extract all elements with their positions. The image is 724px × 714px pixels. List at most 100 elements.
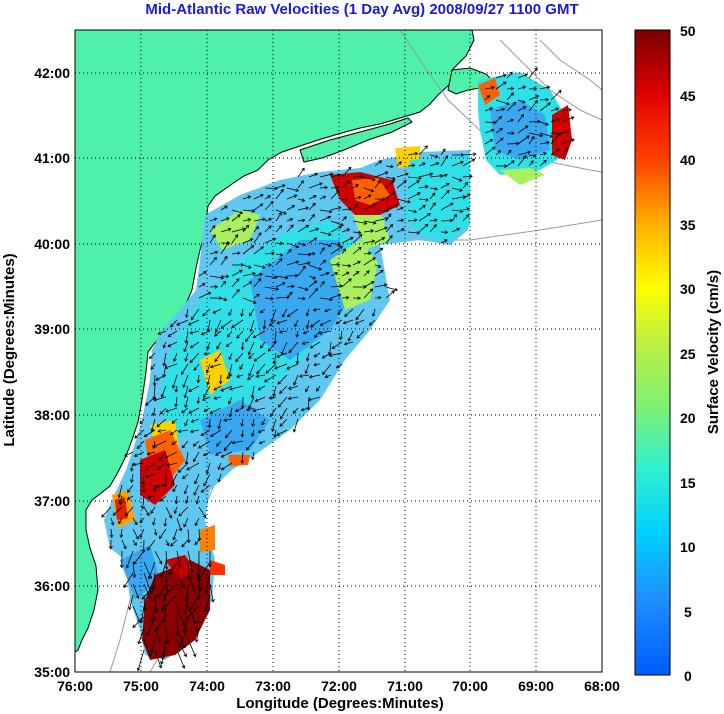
velocity-arrow-head [236, 335, 240, 339]
velocity-arrow [165, 627, 169, 644]
velocity-arrow [154, 594, 157, 613]
velocity-arrow [275, 296, 290, 299]
velocity-arrow-head [257, 278, 262, 282]
velocity-arrow [246, 440, 255, 451]
velocity-arrow [253, 407, 266, 412]
velocity-arrow [319, 297, 333, 300]
velocity-arrow [495, 150, 501, 156]
velocity-arrow-head [331, 345, 336, 350]
velocity-arrow-head [258, 440, 263, 445]
velocity-arrow [198, 271, 207, 277]
velocity-arrow-head [174, 389, 179, 393]
velocity-arrow-head [220, 325, 225, 329]
velocity-arrow-head [240, 313, 244, 318]
velocity-arrow-head [190, 419, 195, 423]
velocity-arrow [220, 297, 227, 301]
velocity-arrow [152, 572, 156, 591]
velocity-arrow [348, 330, 354, 342]
velocity-arrow-head [155, 377, 160, 381]
velocity-arrow [183, 341, 189, 352]
velocity-arrow-head [275, 287, 280, 291]
velocity-arrow-head [216, 443, 220, 447]
velocity-arrow-head [405, 172, 409, 177]
velocity-arrow-head [213, 387, 217, 391]
velocity-arrow [209, 257, 217, 266]
velocity-arrow [299, 374, 310, 377]
velocity-arrow-head [196, 379, 201, 384]
velocity-arrow [132, 517, 138, 525]
velocity-arrow-head [163, 523, 168, 527]
velocity-arrow [539, 99, 549, 101]
velocity-arrow [203, 352, 211, 355]
velocity-arrow [174, 506, 178, 514]
velocity-arrow [157, 462, 167, 470]
velocity-arrow-head [172, 488, 176, 493]
velocity-arrow-head [335, 320, 340, 325]
velocity-arrow [158, 330, 167, 335]
velocity-arrow-head [156, 423, 161, 428]
velocity-arrow-head [510, 92, 514, 96]
velocity-arrow [281, 308, 288, 318]
velocity-arrow-head [278, 225, 283, 229]
velocity-arrow [140, 605, 145, 623]
velocity-arrow-head [433, 224, 437, 228]
velocity-arrow-head [370, 281, 375, 285]
velocity-arrow-head [260, 246, 264, 250]
velocity-arrow [286, 363, 299, 370]
velocity-arrow [126, 550, 134, 569]
velocity-arrow [363, 257, 376, 266]
velocity-arrow-head [194, 480, 198, 485]
velocity-arrow-head [209, 364, 214, 369]
velocity-arrow [550, 90, 562, 101]
velocity-arrow [286, 187, 299, 192]
velocity-arrow [193, 484, 200, 496]
velocity-arrow-head [170, 431, 174, 436]
velocity-arrow [178, 462, 189, 473]
velocity-arrow-head [324, 374, 329, 379]
velocity-arrow [374, 284, 387, 288]
velocity-arrow [264, 218, 272, 222]
velocity-arrow [231, 209, 243, 214]
velocity-arrow [221, 451, 233, 458]
velocity-arrow-head [260, 344, 264, 349]
velocity-arrow-head [543, 152, 547, 156]
velocity-arrow-head [522, 85, 527, 90]
velocity-arrow-head [225, 274, 230, 279]
velocity-arrow-head [370, 188, 375, 193]
velocity-arrow-head [249, 312, 253, 317]
velocity-arrow [213, 396, 222, 399]
velocity-arrow-head [417, 192, 421, 196]
velocity-arrow [149, 352, 156, 359]
velocity-arrow [198, 283, 206, 288]
velocity-arrow-head [383, 283, 388, 287]
velocity-arrow [101, 506, 112, 518]
velocity-arrow [231, 289, 240, 299]
velocity-arrow-head [146, 512, 150, 517]
velocity-arrow [246, 407, 255, 411]
velocity-arrow-head [168, 514, 173, 519]
velocity-arrow [231, 214, 241, 222]
velocity-arrow [264, 225, 272, 233]
velocity-arrow [374, 217, 389, 222]
velocity-arrow [308, 264, 322, 270]
velocity-arrow-head [313, 280, 318, 284]
velocity-arrow [279, 418, 288, 427]
velocity-arrow-head [339, 245, 344, 250]
velocity-arrow-head [202, 397, 206, 401]
velocity-arrow [330, 225, 342, 233]
velocity-arrow [275, 212, 282, 222]
velocity-arrow-head [267, 225, 272, 229]
velocity-arrow-head [214, 284, 219, 289]
velocity-arrow-head [231, 440, 236, 445]
velocity-arrow [193, 440, 200, 447]
colorbar-tick-label: 0 [684, 668, 692, 684]
velocity-arrow-head [247, 195, 252, 200]
velocity-arrow [124, 451, 134, 457]
velocity-arrow [220, 256, 228, 266]
velocity-arrow-head [293, 194, 298, 198]
velocity-arrow-head [136, 445, 141, 450]
velocity-arrow-head [218, 380, 223, 385]
velocity-arrow-head [325, 271, 330, 276]
velocity-arrow [528, 136, 535, 145]
velocity-arrow [171, 473, 178, 486]
